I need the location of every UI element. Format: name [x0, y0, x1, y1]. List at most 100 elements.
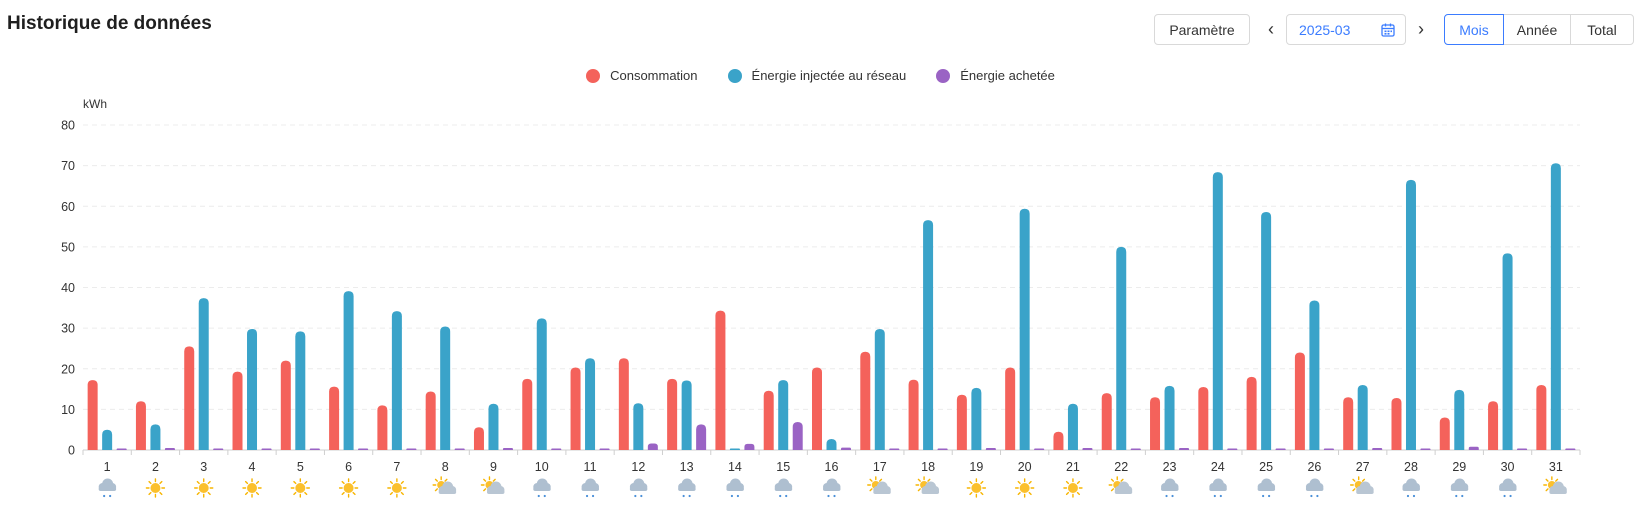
bar-injected[interactable] [343, 291, 354, 450]
tab-total[interactable]: Total [1570, 14, 1634, 45]
bar-consumption[interactable] [1246, 376, 1257, 450]
bar-consumption[interactable] [87, 380, 98, 450]
bar-purchased[interactable] [261, 448, 272, 451]
month-picker[interactable]: 2025-03 [1286, 14, 1406, 45]
bar-injected[interactable] [585, 358, 596, 450]
bar-consumption[interactable] [956, 394, 967, 450]
bar-injected[interactable] [1309, 300, 1320, 451]
bar-purchased[interactable] [1420, 448, 1431, 451]
bar-injected[interactable] [1116, 246, 1127, 450]
bar-consumption[interactable] [473, 427, 484, 450]
bar-consumption[interactable] [1198, 387, 1209, 450]
bar-injected[interactable] [488, 403, 499, 450]
bar-purchased[interactable] [1179, 447, 1190, 450]
legend-item-injected[interactable]: Énergie injectée au réseau [727, 68, 906, 83]
bar-consumption[interactable] [425, 391, 436, 451]
parameter-button[interactable]: Paramètre [1154, 14, 1250, 45]
bar-injected[interactable] [1357, 385, 1368, 450]
bar-injected[interactable] [295, 331, 306, 450]
bar-purchased[interactable] [599, 448, 610, 451]
bar-consumption[interactable] [232, 371, 243, 450]
bar-injected[interactable] [874, 328, 885, 450]
bar-consumption[interactable] [1005, 367, 1016, 450]
bar-injected[interactable] [247, 328, 258, 450]
bar-purchased[interactable] [696, 424, 707, 450]
bar-injected[interactable] [536, 318, 547, 450]
bar-consumption[interactable] [1150, 397, 1161, 450]
bar-purchased[interactable] [406, 448, 417, 451]
bar-injected[interactable] [102, 429, 113, 450]
bar-purchased[interactable] [309, 448, 320, 451]
bar-injected[interactable] [1502, 253, 1513, 450]
bar-injected[interactable] [1019, 208, 1030, 450]
bar-consumption[interactable] [135, 401, 146, 450]
bar-purchased[interactable] [889, 448, 900, 451]
bar-consumption[interactable] [280, 360, 291, 450]
bar-purchased[interactable] [744, 443, 755, 450]
bar-purchased[interactable] [1130, 448, 1141, 451]
bar-consumption[interactable] [715, 310, 726, 450]
bar-injected[interactable] [150, 424, 161, 450]
bar-purchased[interactable] [1034, 448, 1045, 451]
chevron-right-icon[interactable]: › [1418, 19, 1424, 39]
bar-purchased[interactable] [792, 421, 803, 450]
bar-injected[interactable] [1067, 403, 1078, 450]
bar-injected[interactable] [923, 220, 934, 450]
bar-injected[interactable] [391, 311, 402, 450]
bar-purchased[interactable] [164, 447, 175, 450]
bar-injected[interactable] [729, 448, 740, 451]
bar-purchased[interactable] [116, 448, 127, 451]
bar-consumption[interactable] [1391, 398, 1402, 450]
bar-consumption[interactable] [1101, 393, 1112, 450]
bar-purchased[interactable] [985, 447, 996, 450]
bar-injected[interactable] [971, 387, 982, 450]
bar-consumption[interactable] [184, 346, 195, 450]
bar-injected[interactable] [1164, 385, 1175, 450]
bar-injected[interactable] [198, 298, 209, 450]
bar-consumption[interactable] [908, 379, 919, 450]
bar-consumption[interactable] [329, 386, 340, 450]
bar-consumption[interactable] [618, 358, 629, 450]
bar-consumption[interactable] [1536, 385, 1547, 450]
bar-injected[interactable] [1261, 211, 1272, 450]
bar-consumption[interactable] [812, 367, 822, 450]
bar-consumption[interactable] [1439, 417, 1450, 451]
bar-injected[interactable] [1550, 163, 1561, 450]
bar-injected[interactable] [681, 380, 692, 450]
bar-consumption[interactable] [377, 405, 388, 450]
tab-year[interactable]: Année [1503, 14, 1571, 45]
bar-purchased[interactable] [1275, 448, 1286, 451]
tab-month[interactable]: Mois [1444, 14, 1504, 45]
bar-injected[interactable] [633, 403, 644, 450]
bar-injected[interactable] [778, 380, 789, 450]
bar-purchased[interactable] [358, 448, 369, 451]
bar-injected[interactable] [1454, 389, 1465, 450]
bar-consumption[interactable] [1294, 352, 1305, 451]
chevron-left-icon[interactable]: ‹ [1268, 19, 1274, 39]
bar-consumption[interactable] [1053, 431, 1064, 450]
bar-purchased[interactable] [502, 447, 513, 450]
bar-purchased[interactable] [1323, 448, 1334, 451]
bar-purchased[interactable] [1517, 448, 1528, 451]
bar-injected[interactable] [826, 439, 837, 450]
bar-purchased[interactable] [1227, 448, 1238, 451]
bar-purchased[interactable] [1082, 447, 1093, 450]
bar-purchased[interactable] [841, 447, 851, 450]
bar-purchased[interactable] [1372, 447, 1383, 450]
bar-consumption[interactable] [763, 390, 774, 450]
legend-item-consumption[interactable]: Consommation [586, 68, 698, 83]
bar-injected[interactable] [440, 326, 451, 451]
bar-consumption[interactable] [860, 351, 871, 450]
bar-consumption[interactable] [1343, 397, 1354, 450]
legend-item-purchased[interactable]: Énergie achetée [936, 68, 1055, 83]
bar-injected[interactable] [1405, 179, 1416, 450]
bar-consumption[interactable] [570, 367, 581, 450]
bar-purchased[interactable] [647, 443, 658, 451]
bar-purchased[interactable] [454, 448, 465, 451]
bar-purchased[interactable] [937, 448, 948, 451]
bar-purchased[interactable] [1565, 448, 1576, 451]
bar-consumption[interactable] [1488, 401, 1499, 450]
bar-purchased[interactable] [1468, 446, 1479, 450]
bar-purchased[interactable] [551, 448, 562, 451]
bar-consumption[interactable] [667, 378, 678, 450]
